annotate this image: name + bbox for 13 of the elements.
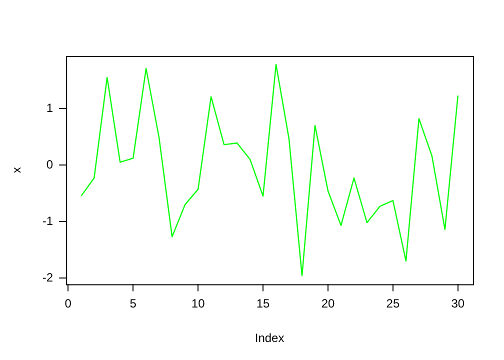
y-tick-label: 1 bbox=[46, 100, 54, 115]
x-tick-label: 0 bbox=[64, 296, 72, 311]
x-tick-label: 30 bbox=[451, 296, 465, 311]
x-tick-label: 15 bbox=[256, 296, 270, 311]
y-axis-title: x bbox=[10, 167, 24, 174]
x-axis-title: Index bbox=[254, 331, 284, 346]
x-tick-label: 25 bbox=[386, 296, 400, 311]
y-tick-label: 0 bbox=[46, 157, 54, 172]
x-tick-label: 20 bbox=[321, 296, 335, 311]
y-tick-label: -1 bbox=[42, 214, 54, 228]
x-tick-label: 10 bbox=[191, 296, 206, 311]
y-tick-label: -2 bbox=[42, 270, 54, 284]
x-tick-label: 5 bbox=[130, 296, 137, 311]
